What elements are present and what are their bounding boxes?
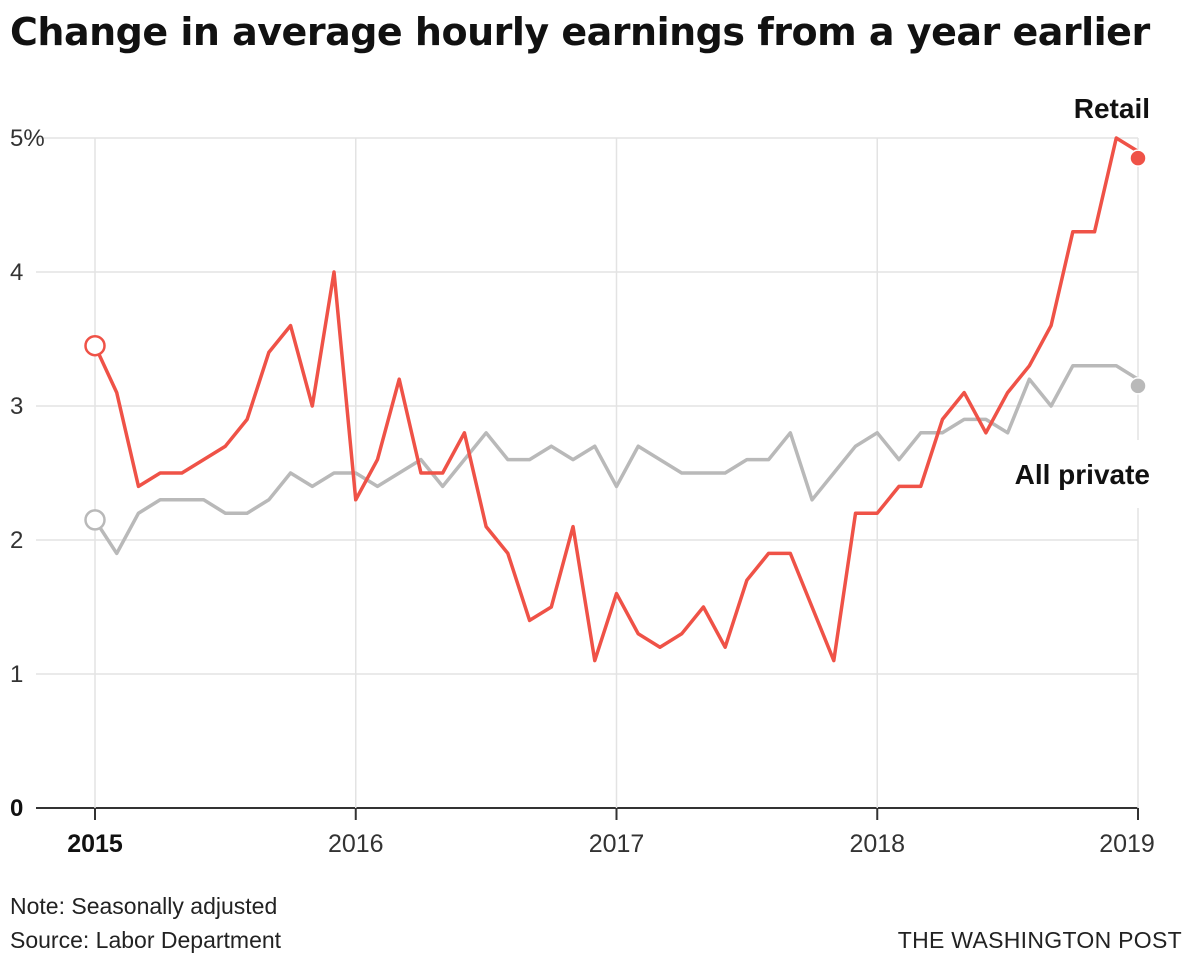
- series-labels: Retail All private: [986, 92, 1158, 508]
- y-tick-label: 4: [10, 259, 23, 286]
- y-tick-label: 5%: [10, 125, 45, 152]
- series-line-all-private: [93, 364, 1140, 556]
- series: [84, 136, 1147, 663]
- end-point-retail: [1129, 149, 1147, 167]
- chart-title: Change in average hourly earnings from a…: [10, 10, 1150, 54]
- x-tick-label: 2015: [67, 830, 123, 858]
- x-tick-label: 2016: [328, 830, 384, 858]
- start-point-retail: [84, 334, 106, 357]
- end-point-all-private: [1129, 377, 1147, 395]
- line-chart: 0 1 2 3 4 5% 2015 2016 2017 2018 2019 Retail All p…: [10, 92, 1158, 858]
- start-point-all-private: [84, 509, 106, 531]
- footnote: Note: Seasonally adjusted: [10, 893, 278, 919]
- y-tick-label: 1: [10, 661, 23, 688]
- gridlines: [36, 137, 1139, 820]
- y-tick-label: 3: [10, 393, 23, 420]
- series-label-retail: Retail: [1074, 93, 1150, 124]
- source-line: Source: Labor Department: [10, 927, 282, 953]
- series-label-all-private: All private: [1015, 459, 1150, 490]
- y-axis-ticks: 0 1 2 3 4 5%: [10, 125, 45, 822]
- y-tick-label: 0: [10, 795, 23, 822]
- x-tick-label: 2019: [1099, 830, 1155, 858]
- x-tick-label: 2018: [849, 830, 905, 858]
- publisher-credit: THE WASHINGTON POST: [897, 927, 1182, 953]
- series-line-retail: [93, 136, 1140, 663]
- label-halo: [986, 92, 1158, 128]
- label-halo: [986, 440, 1158, 508]
- y-tick-label: 2: [10, 527, 23, 554]
- x-tick-label: 2017: [589, 830, 645, 858]
- x-axis-ticks: 2015 2016 2017 2018 2019: [67, 830, 1155, 858]
